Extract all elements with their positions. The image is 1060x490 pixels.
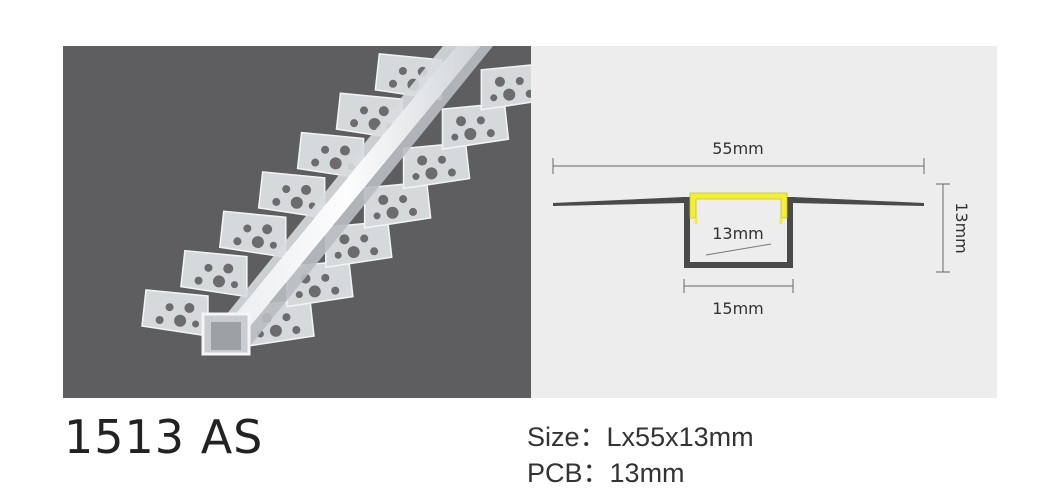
left-flange	[553, 197, 684, 206]
cross-section-drawing: 55mm 13mm 15mm 13mm	[552, 139, 971, 318]
size-spec-value: Lx55x13mm	[606, 422, 754, 452]
diffuser-profile	[689, 192, 788, 219]
pcb-spec-value: 13mm	[609, 458, 685, 488]
size-spec-label: Size	[527, 422, 580, 452]
mounting-fin	[480, 64, 531, 111]
width-label: 55mm	[712, 139, 764, 158]
diffuser-cover	[213, 46, 481, 341]
aluminium-profile-illustration	[141, 46, 531, 356]
right-flange	[793, 197, 924, 206]
pcb-spec-separator: ：	[582, 458, 610, 488]
mounting-fin	[402, 141, 471, 190]
mounting-fin	[441, 102, 510, 151]
model-title: 1513 AS	[64, 410, 264, 464]
size-spec: Size：Lx55x13mm	[527, 424, 754, 451]
outer-width-label: 15mm	[712, 299, 764, 318]
size-spec-separator: ：	[579, 422, 607, 452]
height-label: 13mm	[952, 202, 971, 254]
pcb-spec-label: PCB	[527, 458, 583, 488]
right-mounting-fins	[247, 64, 531, 347]
dimension-diagram: 55mm 13mm 15mm 13mm	[531, 46, 997, 398]
mounting-fin	[180, 249, 248, 298]
pcb-spec: PCB：13mm	[527, 460, 685, 487]
mounting-fin	[325, 220, 393, 269]
product-photo	[63, 46, 531, 398]
inner-width-label: 13mm	[712, 224, 764, 243]
inner-width-line	[705, 243, 772, 256]
mounting-fin	[218, 210, 287, 259]
mounting-fin	[141, 289, 209, 337]
